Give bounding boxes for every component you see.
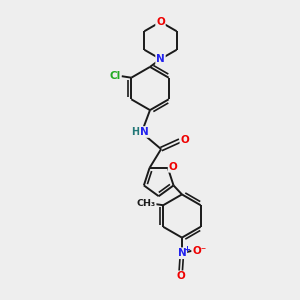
Text: CH₃: CH₃ bbox=[136, 199, 156, 208]
Text: N: N bbox=[156, 54, 165, 64]
Text: +: + bbox=[183, 244, 190, 253]
Text: Cl: Cl bbox=[109, 71, 120, 81]
Text: O⁻: O⁻ bbox=[192, 246, 206, 256]
Text: H: H bbox=[131, 127, 139, 137]
Text: O: O bbox=[156, 17, 165, 27]
Text: O: O bbox=[180, 135, 189, 145]
Text: N: N bbox=[140, 127, 149, 137]
Text: O: O bbox=[176, 271, 185, 281]
Text: O: O bbox=[169, 162, 177, 172]
Text: N: N bbox=[178, 248, 186, 258]
